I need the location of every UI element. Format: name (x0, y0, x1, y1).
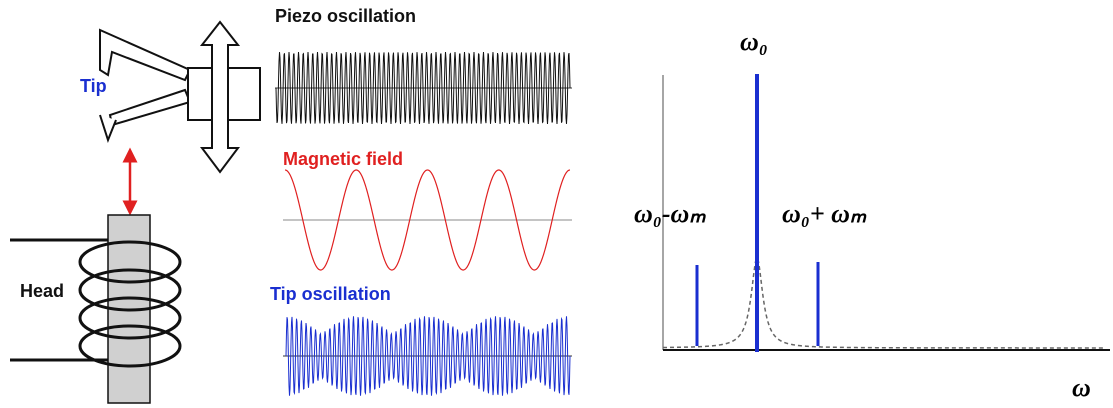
magnetic-wave (284, 169, 571, 271)
upper-label: ω₀+ ωₘ (782, 199, 867, 228)
head-label: Head (20, 281, 64, 301)
resonance-curve (663, 256, 1105, 349)
center-label: ω₀ (740, 27, 768, 56)
tip-wave (285, 316, 571, 396)
piezo-label: Piezo oscillation (275, 6, 416, 26)
axis-label: ω (1072, 373, 1091, 402)
cantilever (99, 20, 261, 174)
lower-label: ω₀-ωₘ (634, 199, 706, 228)
tip-label: Tip (80, 76, 107, 96)
head-coil (10, 214, 182, 404)
magnetic-label: Magnetic field (283, 149, 403, 169)
tip-osc-label: Tip oscillation (270, 284, 391, 304)
piezo-wave (275, 51, 571, 125)
